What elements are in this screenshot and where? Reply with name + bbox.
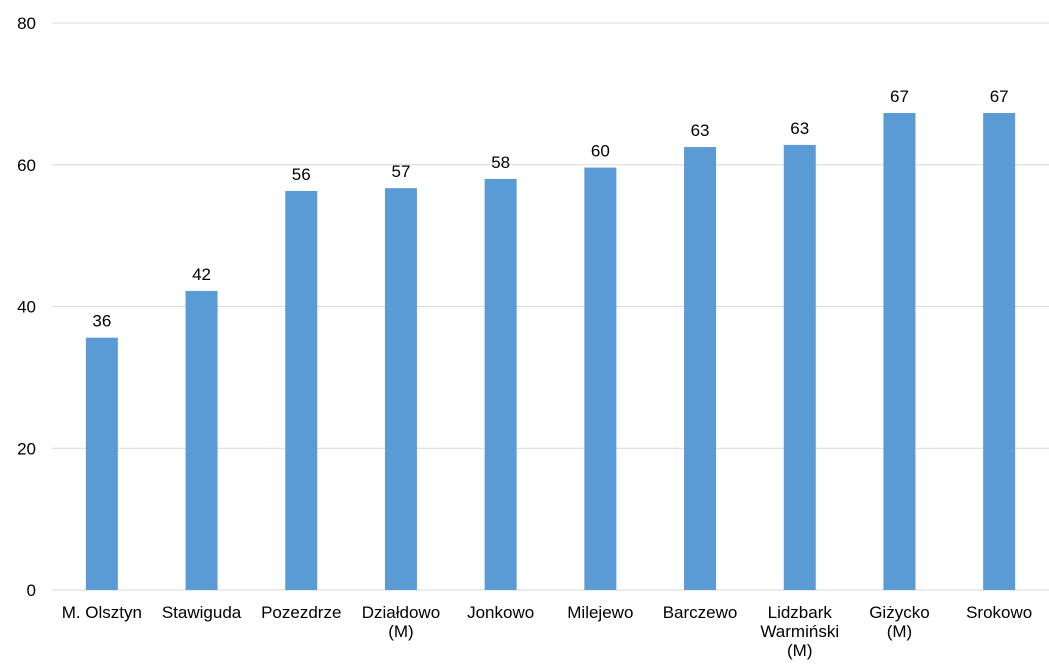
category-label-7: Barczewo [663,603,738,622]
category-label-line: Działdowo [362,603,440,622]
category-label-line: M. Olsztyn [62,603,142,622]
data-label-9: 67 [890,87,909,106]
bar-3 [285,190,318,590]
data-label-3: 56 [292,165,311,184]
y-tick-label-0: 0 [27,581,36,600]
bar-8 [783,144,816,590]
category-label-line: (M) [787,641,812,660]
category-label-line: Milejewo [567,603,633,622]
category-label-line: Warmiński [760,622,839,641]
category-label-line: (M) [887,622,912,641]
bar-9 [883,113,916,590]
y-axis-tick-labels: 0 20 40 60 80 [17,14,36,600]
bar-6 [584,167,617,590]
category-label-line: Jonkowo [467,603,534,622]
data-label-2: 42 [192,265,211,284]
category-label-line: Barczewo [663,603,738,622]
category-label-4: Działdowo (M) [362,603,440,641]
bars [85,113,1016,591]
y-tick-label-20: 20 [17,439,36,458]
y-tick-label-40: 40 [17,298,36,317]
category-label-10: Srokowo [966,603,1032,622]
category-label-line: Srokowo [966,603,1032,622]
bar-5 [484,178,517,591]
data-labels: 36 42 56 57 58 60 63 63 67 67 [92,87,1008,331]
data-label-1: 36 [92,312,111,331]
data-label-6: 60 [591,142,610,161]
bar-7 [684,147,717,590]
bar-4 [384,188,417,591]
category-label-line: Pozezdrze [261,603,341,622]
data-label-7: 63 [691,121,710,140]
category-label-line: Lidzbark [768,603,833,622]
data-label-5: 58 [491,153,510,172]
data-label-4: 57 [391,162,410,181]
data-label-8: 63 [790,119,809,138]
gridlines [52,22,1049,591]
x-axis-category-labels: M. Olsztyn Stawiguda Pozezdrze Działdowo (M)… [62,603,1033,660]
y-tick-label-60: 60 [17,156,36,175]
category-label-line: Stawiguda [162,603,242,622]
y-tick-label-80: 80 [17,14,36,33]
category-label-5: Jonkowo [467,603,534,622]
category-label-1: M. Olsztyn [62,603,142,622]
bar-1 [85,337,118,590]
category-label-9: Giżycko (M) [869,603,929,641]
category-label-line: Giżycko [869,603,929,622]
bar-2 [185,290,218,590]
category-label-line: (M) [388,622,413,641]
data-label-10: 67 [990,87,1009,106]
bar-10 [983,113,1016,590]
category-label-6: Milejewo [567,603,633,622]
category-label-2: Stawiguda [162,603,242,622]
category-label-8: Lidzbark Warmiński (M) [760,603,839,660]
category-label-3: Pozezdrze [261,603,341,622]
